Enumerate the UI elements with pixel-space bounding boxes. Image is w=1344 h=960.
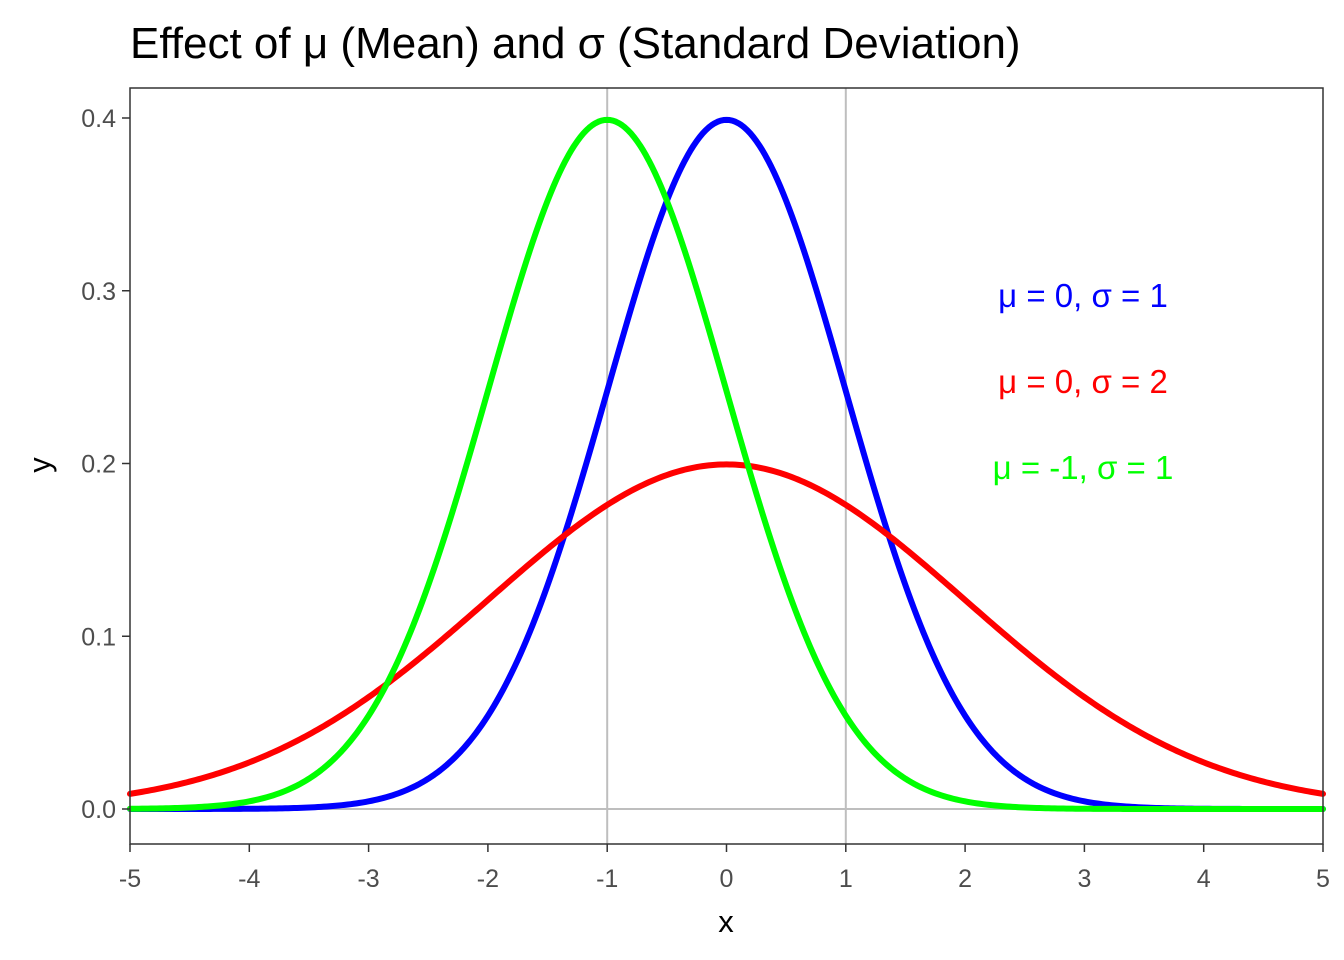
y-tick-label: 0.4: [81, 105, 116, 133]
x-tick-label: -3: [357, 865, 379, 893]
x-tick-label: -1: [596, 865, 618, 893]
y-tick-label: 0.2: [81, 451, 116, 479]
x-tick-label: 0: [720, 865, 734, 893]
y-tick-label: 0.3: [81, 278, 116, 306]
y-axis: 0.0 0.1 0.2 0.3 0.4: [81, 105, 130, 824]
x-tick-label: -2: [477, 865, 499, 893]
y-axis-label: y: [22, 457, 57, 473]
x-tick-label: 2: [958, 865, 972, 893]
x-tick-label: -5: [119, 865, 141, 893]
legend-label-mu-neg1-sigma1: μ = -1, σ = 1: [993, 449, 1174, 486]
series-lines: [127, 116, 1326, 812]
legend-label-mu0-sigma2: μ = 0, σ = 2: [998, 363, 1168, 400]
legend-label-mu0-sigma1: μ = 0, σ = 1: [998, 277, 1168, 314]
series-line-1: [127, 461, 1326, 797]
x-tick-label: 4: [1197, 865, 1211, 893]
x-tick-label: 1: [839, 865, 853, 893]
x-tick-label: 5: [1316, 865, 1330, 893]
series-line-2: [127, 116, 1326, 812]
series-legend: μ = 0, σ = 1 μ = 0, σ = 2 μ = -1, σ = 1: [993, 277, 1174, 486]
y-tick-label: 0.1: [81, 623, 116, 651]
x-axis-label: x: [718, 904, 734, 939]
x-tick-label: 3: [1077, 865, 1091, 893]
chart-title: Effect of μ (Mean) and σ (Standard Devia…: [130, 19, 1021, 68]
x-tick-label: -4: [238, 865, 260, 893]
y-tick-label: 0.0: [81, 796, 116, 824]
x-axis: -5 -4 -3 -2 -1 0 1 2 3 4 5: [119, 844, 1330, 893]
